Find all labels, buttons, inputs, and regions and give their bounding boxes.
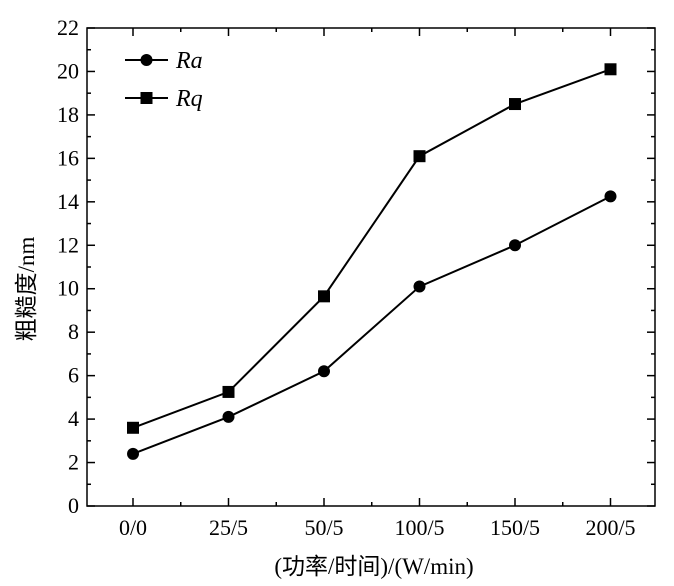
x-axis-title: (功率/时间)/(W/min) (274, 554, 473, 579)
data-point-rq (222, 385, 235, 398)
y-tick-label: 20 (57, 58, 79, 83)
axes: 0 2 4 6 8 10 12 14 16 18 20 22 0/0 25/5 50/5 100/5 150/5… (57, 15, 656, 540)
legend-marker-rq (140, 92, 153, 104)
y-tick-label: 10 (57, 276, 79, 301)
data-point-ra (127, 447, 139, 460)
data-point-ra (509, 239, 521, 252)
legend-item-rq: Rq (125, 86, 203, 112)
y-tick-label: 2 (68, 450, 79, 475)
data-point-rq (509, 98, 521, 111)
legend-item-ra: Ra (125, 48, 203, 74)
data-point-ra (222, 410, 235, 423)
y-tick-label: 16 (57, 145, 79, 170)
data-point-ra (604, 190, 617, 203)
y-tick-label: 6 (68, 363, 79, 388)
y-tick-label: 8 (68, 319, 79, 344)
y-tick-label: 22 (57, 15, 79, 40)
y-tick-label: 12 (57, 232, 79, 257)
series-line-ra (132, 195, 611, 455)
data-point-ra (318, 365, 330, 378)
series-rq (127, 63, 617, 434)
legend-label-rq: Rq (175, 86, 203, 112)
series-line-rq (132, 68, 611, 429)
x-tick-label: 150/5 (490, 515, 540, 540)
plot-frame (86, 27, 656, 507)
legend: Ra Rq (125, 48, 203, 112)
data-point-rq (413, 150, 426, 163)
data-point-rq (127, 421, 139, 434)
y-tick-label: 14 (57, 189, 79, 214)
y-tick-label: 18 (57, 102, 79, 127)
y-tick-label: 0 (68, 493, 79, 518)
data-point-ra (413, 280, 426, 293)
x-tick-label: 50/5 (304, 515, 343, 540)
data-point-rq (318, 290, 330, 303)
series-ra (127, 190, 617, 460)
x-tick-label: 200/5 (585, 515, 635, 540)
legend-label-ra: Ra (175, 48, 203, 74)
x-tick-label: 25/5 (209, 515, 248, 540)
x-tick-label: 100/5 (394, 515, 444, 540)
x-tick-label: 0/0 (119, 515, 147, 540)
y-axis-title: 粗糙度/nm (14, 237, 39, 342)
y-tick-label: 4 (68, 406, 79, 431)
data-point-rq (604, 63, 617, 76)
series-group (127, 63, 617, 460)
legend-marker-ra (140, 54, 153, 66)
